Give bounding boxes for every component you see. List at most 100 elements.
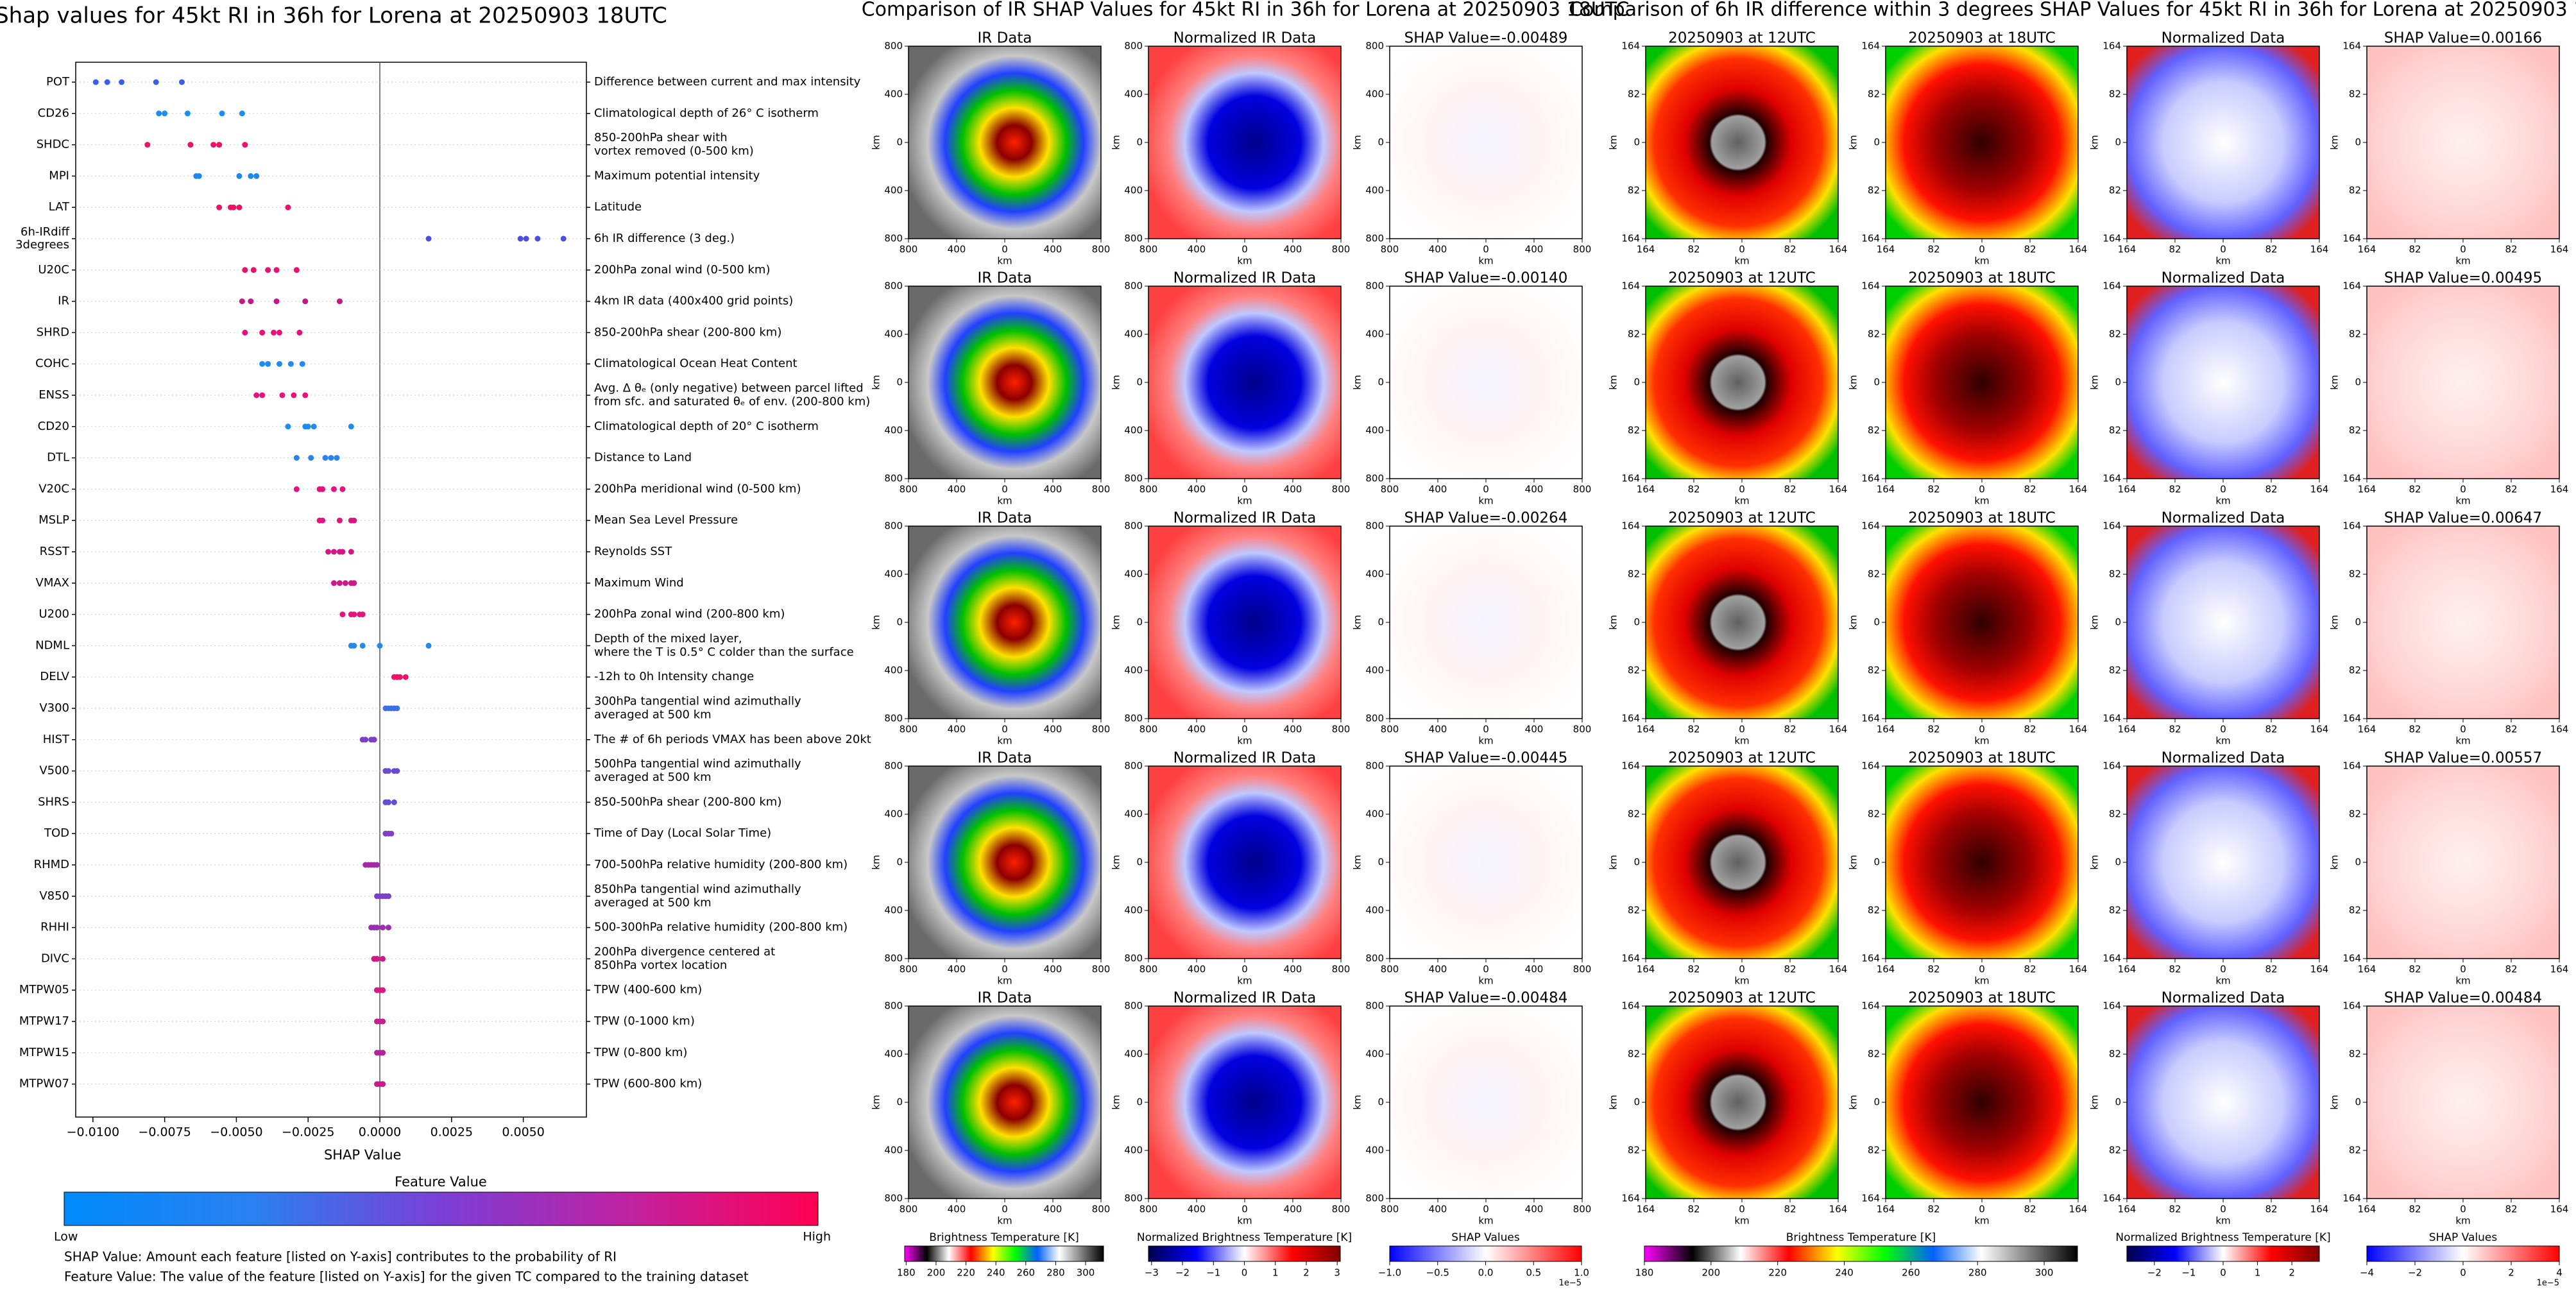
feature-description: TPW (0-800 km)	[593, 1046, 687, 1059]
y-tick-label: 82	[2109, 905, 2121, 916]
panel-title: 20250903 at 12UTC	[1668, 270, 1816, 287]
y-tick-label: 164	[2342, 280, 2361, 292]
y-tick-label: 800	[1124, 953, 1143, 964]
x-tick-label: 0	[1241, 964, 1248, 975]
y-tick-label: 164	[1861, 1193, 1880, 1204]
y-tick-label: 82	[2109, 329, 2121, 340]
x-axis-label: km	[1237, 495, 1252, 507]
y-tick-label: 400	[884, 185, 903, 196]
panel-title: SHAP Value=0.00647	[2384, 510, 2542, 527]
x-tick-label: 82	[2505, 484, 2517, 495]
y-tick-label: 164	[2103, 760, 2121, 772]
colorbar-tick-label: 0	[2460, 1267, 2466, 1279]
y-axis-label: km	[1111, 375, 1122, 389]
x-tick-label: 82	[1687, 1204, 1700, 1215]
feature-description-line: Avg. Δ θₑ (only negative) between parcel…	[594, 382, 864, 395]
colorbar-tick-label: −1	[2181, 1267, 2196, 1279]
x-tick-label: 400	[1188, 1204, 1206, 1215]
y-tick-label: 82	[2109, 1048, 2121, 1060]
feature-label: CD26	[38, 107, 69, 120]
feature-description: TPW (400-600 km)	[593, 983, 702, 996]
x-tick-label: 164	[2550, 244, 2569, 255]
colorbar	[1644, 1245, 2078, 1262]
colorbar-tick-label: 1	[2255, 1267, 2261, 1279]
panel-title: SHAP Value=-0.00445	[1404, 750, 1568, 767]
shap-point	[259, 329, 266, 336]
y-tick-label: 164	[1621, 520, 1640, 532]
x-tick-label: 0	[1739, 964, 1745, 975]
shap-point	[162, 110, 168, 117]
feature-description: Maximum potential intensity	[594, 169, 760, 182]
x-tick-label: 82	[2505, 724, 2517, 735]
x-tick-label: 164	[2118, 724, 2137, 735]
shap-point	[379, 1018, 386, 1025]
image-panel	[2366, 765, 2560, 959]
colorbar-tick-label: 0.5	[1526, 1267, 1541, 1279]
y-tick-label: 800	[1124, 40, 1143, 52]
x-tick-label: 82	[2409, 1204, 2421, 1215]
y-tick-label: 82	[2109, 185, 2121, 196]
feature-description: 200hPa zonal wind (200-800 km)	[594, 608, 785, 621]
y-tick-label: 400	[884, 89, 903, 100]
x-tick-label: 400	[1284, 244, 1302, 255]
shap-point	[336, 517, 343, 524]
note: Feature Value: The value of the feature …	[64, 1269, 749, 1285]
y-tick-label: 164	[1621, 713, 1640, 724]
x-tick-label: 0	[1241, 724, 1248, 735]
x-tick-label: 164	[2069, 484, 2088, 495]
x-tick-label: 400	[948, 244, 966, 255]
y-tick-label: 164	[2103, 1193, 2121, 1204]
shap-point	[92, 79, 99, 85]
shap-point	[239, 298, 245, 305]
y-tick-label: 0	[1378, 1097, 1384, 1108]
x-tick-label: 0	[2460, 244, 2466, 255]
panel-title: Normalized Data	[2162, 510, 2285, 527]
y-tick-label: 400	[1365, 905, 1384, 916]
y-tick-label: 164	[1861, 1000, 1880, 1012]
y-tick-label: 82	[2349, 665, 2361, 676]
shap-point	[230, 204, 237, 210]
y-tick-label: 800	[884, 760, 903, 772]
feature-description: 200hPa meridional wind (0-500 km)	[594, 482, 801, 495]
x-tick-label: 800	[1139, 484, 1158, 495]
x-tick-label: 164	[1829, 484, 1848, 495]
x-tick-label: 0	[2460, 724, 2466, 735]
colorbar	[1148, 1245, 1341, 1262]
y-tick-label: 800	[884, 233, 903, 244]
y-tick-label: 800	[884, 280, 903, 292]
x-tick-label: 800	[1381, 964, 1399, 975]
x-tick-label: 0	[1002, 1204, 1008, 1215]
shap-point	[374, 862, 380, 868]
image-panel	[1645, 286, 1839, 479]
image-panel	[2366, 525, 2560, 719]
shap-point	[259, 361, 266, 367]
x-tick-label: 800	[900, 1204, 918, 1215]
y-tick-label: 800	[884, 1193, 903, 1204]
x-tick-label: 82	[2169, 964, 2181, 975]
shap-point	[359, 642, 366, 649]
feature-description-line: averaged at 500 km	[594, 708, 712, 722]
colorbar-tick-label: 1	[1272, 1267, 1279, 1279]
y-tick-label: 800	[1124, 760, 1143, 772]
y-tick-label: 82	[1868, 808, 1880, 820]
x-tick-label: 82	[1927, 724, 1940, 735]
feature-label: SHRS	[38, 795, 69, 808]
x-tick-label: 0	[1483, 964, 1489, 975]
feature-label: POT	[46, 75, 70, 89]
feature-label: CD20	[38, 420, 69, 433]
shap-point	[363, 737, 369, 743]
y-tick-label: 82	[2349, 89, 2361, 100]
y-axis-label: km	[871, 375, 882, 389]
panel-title: 20250903 at 18UTC	[1908, 30, 2056, 47]
x-tick-label: 82	[1927, 1204, 1940, 1215]
y-tick-label: 400	[1365, 1048, 1384, 1060]
x-tick-label: 800	[900, 244, 918, 255]
feature-description: 850-200hPa shear (200-800 km)	[594, 325, 781, 339]
shap-point	[265, 361, 271, 367]
feature-label: 6h-IRdiff 3degrees	[15, 225, 70, 252]
colorbar-tick-label: −2	[1175, 1267, 1190, 1279]
y-tick-label: 800	[1124, 1000, 1143, 1012]
x-tick-label: 0	[1002, 964, 1008, 975]
shap-point	[348, 423, 354, 430]
shap-point	[242, 267, 248, 273]
